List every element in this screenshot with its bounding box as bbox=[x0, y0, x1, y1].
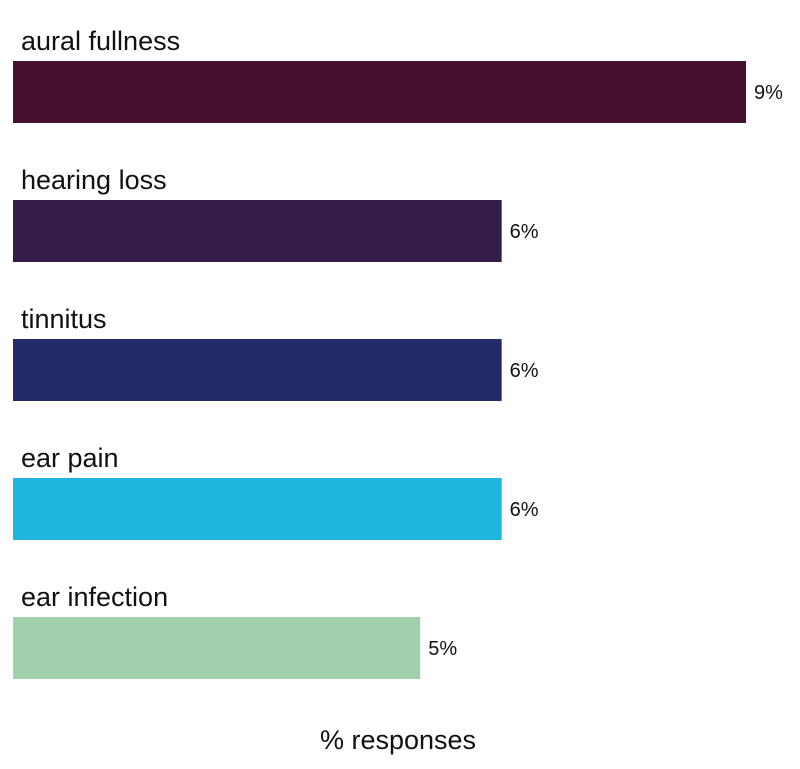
value-label-aural-fullness: 9% bbox=[754, 82, 783, 104]
bar-ear-infection bbox=[13, 617, 421, 679]
bar-hearing-loss bbox=[13, 200, 502, 262]
category-label-ear-pain: ear pain bbox=[21, 443, 119, 473]
value-label-ear-pain: 6% bbox=[510, 499, 539, 521]
value-label-ear-infection: 5% bbox=[428, 638, 457, 660]
x-axis-label: % responses bbox=[320, 725, 476, 755]
bar-aural-fullness bbox=[13, 61, 746, 123]
category-label-hearing-loss: hearing loss bbox=[21, 165, 167, 195]
bars-layer: aural fullness 9% hearing loss 6% tinnitus 6%… bbox=[13, 26, 783, 679]
value-label-hearing-loss: 6% bbox=[510, 221, 539, 243]
category-label-ear-infection: ear infection bbox=[21, 582, 168, 612]
category-label-aural-fullness: aural fullness bbox=[21, 26, 180, 56]
bar-tinnitus bbox=[13, 339, 502, 401]
bar-ear-pain bbox=[13, 478, 502, 540]
category-label-tinnitus: tinnitus bbox=[21, 304, 107, 334]
value-label-tinnitus: 6% bbox=[510, 360, 539, 382]
